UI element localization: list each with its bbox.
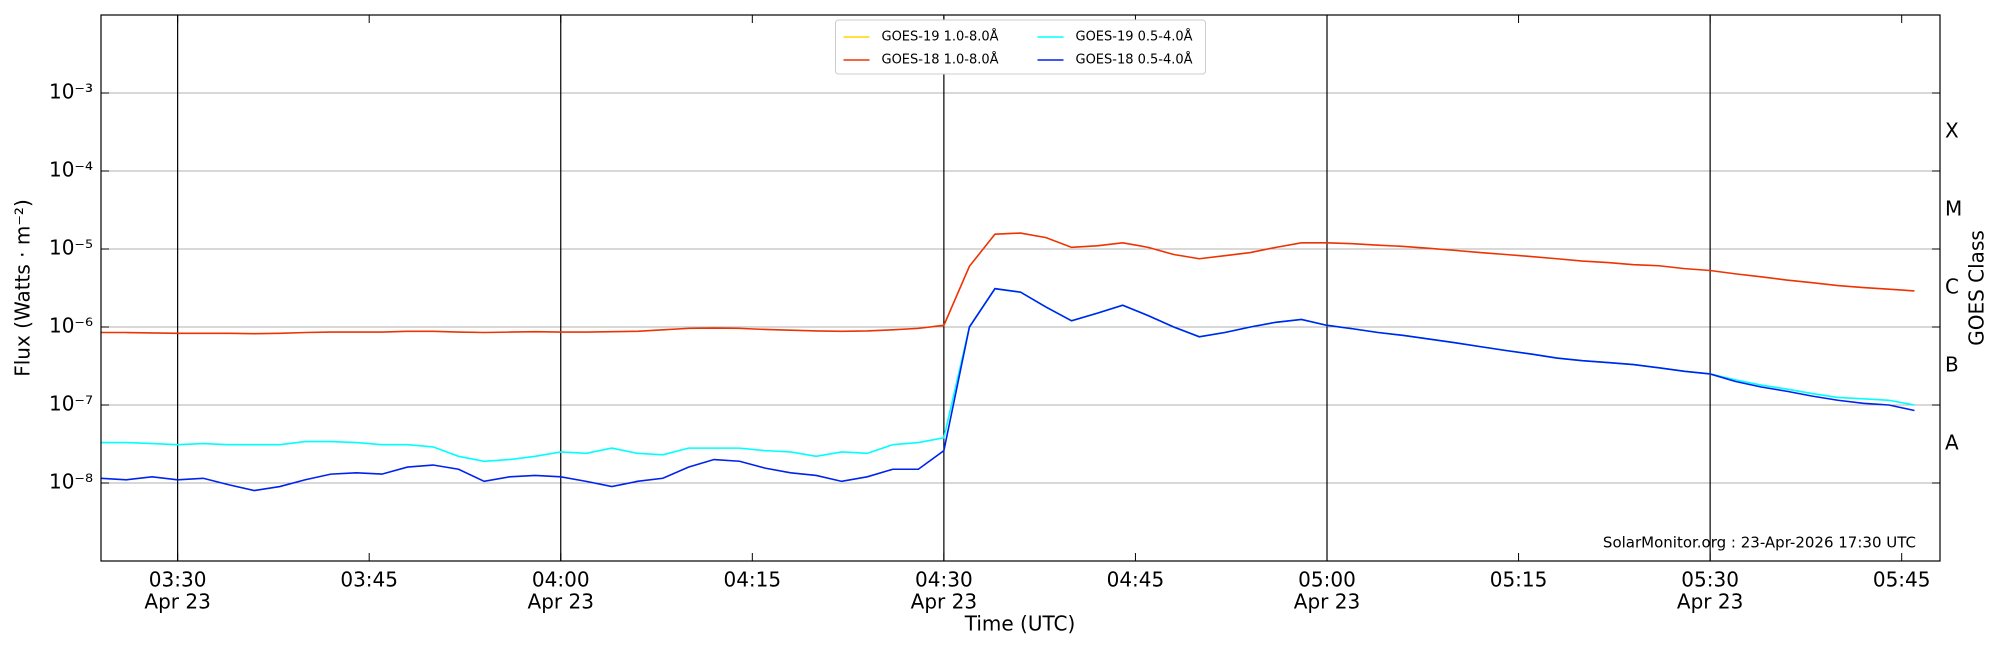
x-tick-label: 04:30 <box>915 568 973 592</box>
y2-axis-label: GOES Class <box>1965 230 1989 346</box>
x-tick-label: 03:45 <box>340 568 398 592</box>
y-tick-label: 10⁻⁴ <box>49 158 93 182</box>
y-tick-label: 10⁻³ <box>49 80 93 104</box>
legend-box <box>835 19 1206 75</box>
x-tick-label: Apr 23 <box>911 590 977 614</box>
legend-label: GOES-19 0.5-4.0Å <box>1076 29 1193 45</box>
annotation: SolarMonitor.org : 23-Apr-2026 17:30 UTC <box>1603 534 1916 552</box>
x-tick-label: 05:30 <box>1681 568 1739 592</box>
y-axis-label: Flux (Watts · m⁻²) <box>11 199 35 377</box>
legend-label: GOES-18 1.0-8.0Å <box>882 52 999 68</box>
x-tick-label: 04:15 <box>723 568 781 592</box>
x-tick-label: 05:00 <box>1298 568 1356 592</box>
x-tick-label: 04:00 <box>532 568 590 592</box>
legend-label: GOES-19 1.0-8.0Å <box>882 29 999 45</box>
x-axis-label: Time (UTC) <box>964 612 1076 636</box>
class-label: C <box>1945 275 1959 299</box>
legend: GOES-19 1.0-8.0Å GOES-18 1.0-8.0Å GOES-19 … <box>835 19 1206 75</box>
x-tick-label: 04:45 <box>1107 568 1165 592</box>
series-line <box>100 287 1915 492</box>
plot-frame <box>100 14 1941 562</box>
x-tick-label: 05:15 <box>1490 568 1548 592</box>
x-tick-label: Apr 23 <box>1294 590 1360 614</box>
x-tick-label: Apr 23 <box>144 590 210 614</box>
x-tick-label: 03:30 <box>149 568 207 592</box>
y-tick-label: 10⁻⁸ <box>49 470 93 494</box>
x-tick-label: Apr 23 <box>528 590 594 614</box>
y-tick-label: 10⁻⁶ <box>49 314 93 338</box>
legend-label: GOES-18 0.5-4.0Å <box>1076 52 1193 68</box>
x-tick-label: Apr 23 <box>1677 590 1743 614</box>
series-line <box>101 232 1915 335</box>
class-label: B <box>1945 353 1959 377</box>
y-tick-label: 10⁻⁵ <box>49 236 93 260</box>
class-label: X <box>1945 119 1959 143</box>
class-label: A <box>1945 431 1959 455</box>
y-tick-label: 10⁻⁷ <box>49 392 93 416</box>
x-tick-label: 05:45 <box>1873 568 1931 592</box>
class-label: M <box>1945 197 1962 221</box>
